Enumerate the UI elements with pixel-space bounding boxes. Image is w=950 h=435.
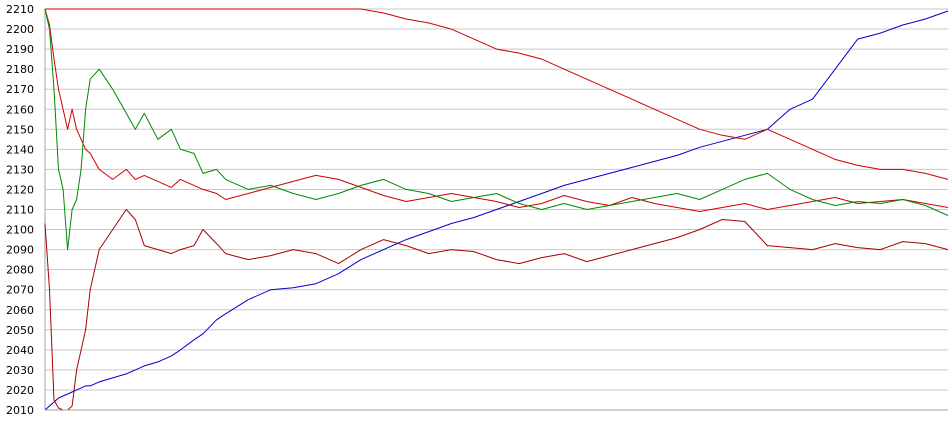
y-tick-label: 2110 — [6, 204, 34, 217]
y-tick-label: 2180 — [6, 63, 34, 76]
y-axis-ticks: 2010 2020 2030 2040 2050 2060 2070 2080 2090 2100… — [6, 3, 34, 417]
y-tick-label: 2100 — [6, 224, 34, 237]
y-tick-label: 2120 — [6, 183, 34, 196]
y-tick-label: 2050 — [6, 324, 34, 337]
series-line-2 — [45, 8, 949, 180]
y-tick-label: 2130 — [6, 163, 34, 176]
y-tick-label: 2020 — [6, 384, 34, 397]
y-tick-label: 2060 — [6, 304, 34, 317]
y-tick-label: 2070 — [6, 284, 34, 297]
y-tick-label: 2090 — [6, 244, 34, 257]
series-line-3 — [44, 8, 949, 212]
y-tick-label: 2170 — [6, 83, 34, 96]
y-tick-label: 2160 — [6, 103, 34, 116]
gridlines — [44, 8, 948, 411]
series-lines — [44, 8, 949, 411]
series-line-4 — [44, 8, 949, 251]
y-tick-label: 2040 — [6, 344, 34, 357]
y-tick-label: 2210 — [6, 3, 34, 16]
y-tick-label: 2010 — [6, 404, 34, 417]
y-tick-label: 2030 — [6, 364, 34, 377]
y-tick-label: 2200 — [6, 23, 34, 36]
series-line-5 — [44, 209, 949, 411]
y-tick-label: 2190 — [6, 43, 34, 56]
y-tick-label: 2140 — [6, 143, 34, 156]
y-tick-label: 2080 — [6, 264, 34, 277]
y-tick-label: 2150 — [6, 123, 34, 136]
series-line-1 — [44, 10, 949, 411]
